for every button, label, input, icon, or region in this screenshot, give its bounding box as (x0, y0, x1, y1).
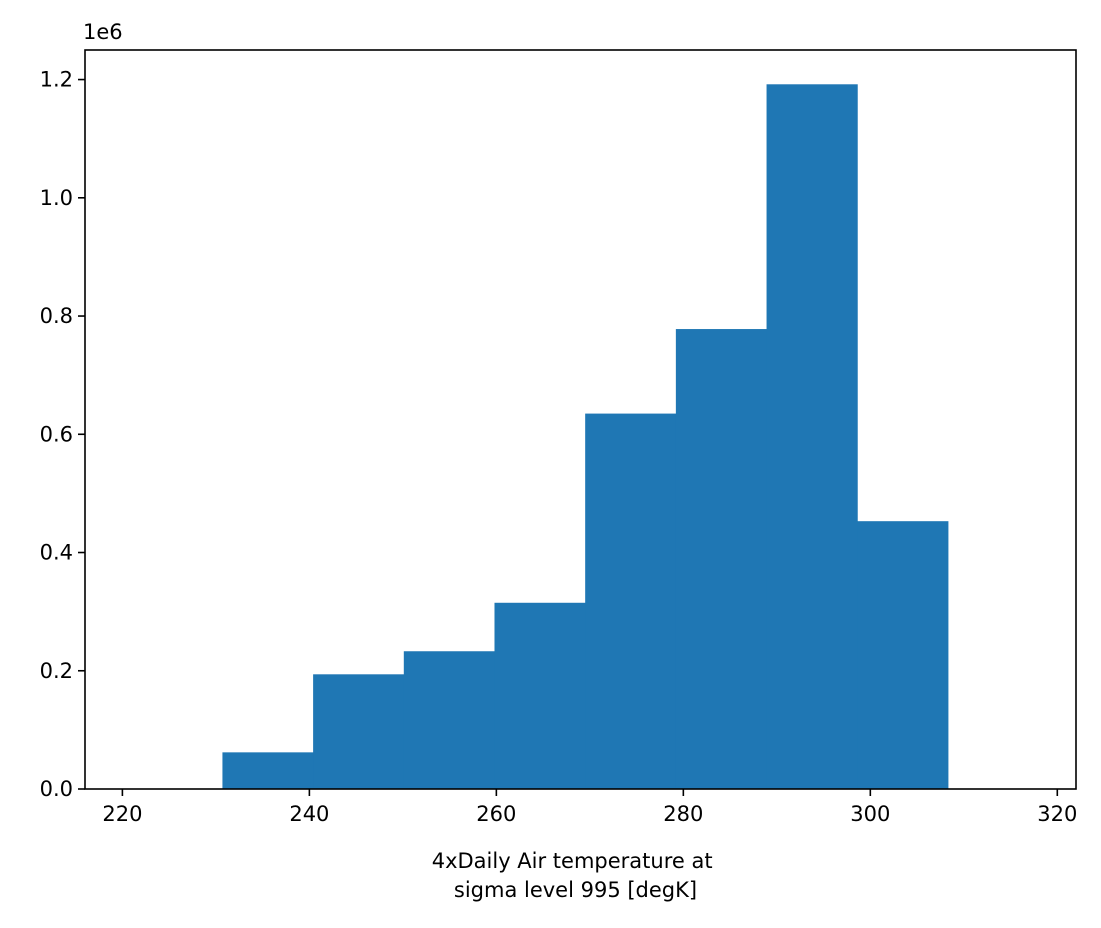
histogram-bars (222, 84, 949, 789)
histogram-bar (313, 674, 405, 789)
histogram-bar (857, 521, 949, 789)
x-axis-ticks: 220 240 260 280 300 320 (102, 789, 1077, 826)
x-axis-label-line-2: sigma level 995 [degK] (454, 878, 697, 902)
y-tick-label: 0.4 (40, 541, 73, 565)
y-tick-label: 1.0 (40, 186, 73, 210)
x-tick-label: 300 (850, 802, 890, 826)
histogram-bar (494, 602, 586, 789)
y-tick-label: 0.2 (40, 659, 73, 683)
histogram-bar (766, 84, 858, 789)
y-axis-offset-text: 1e6 (83, 20, 123, 44)
x-tick-label: 320 (1037, 802, 1077, 826)
x-axis-label: 4xDaily Air temperature at sigma level 9… (432, 849, 720, 902)
x-tick-label: 280 (663, 802, 703, 826)
y-tick-label: 1.2 (40, 68, 73, 92)
y-tick-label: 0.8 (40, 304, 73, 328)
y-axis-ticks: 0.0 0.2 0.4 0.6 0.8 1.0 1.2 (40, 68, 85, 801)
x-axis-label-line-1: 4xDaily Air temperature at (432, 849, 713, 873)
histogram-bar (675, 329, 768, 789)
x-tick-label: 220 (102, 802, 142, 826)
histogram-bar (403, 651, 495, 789)
y-tick-label: 0.6 (40, 422, 73, 446)
histogram-bar (222, 752, 314, 789)
x-tick-label: 240 (289, 802, 329, 826)
y-tick-label: 0.0 (40, 777, 73, 801)
plot-area-frame (84, 49, 1077, 790)
histogram-bar (585, 413, 677, 789)
x-tick-label: 260 (476, 802, 516, 826)
